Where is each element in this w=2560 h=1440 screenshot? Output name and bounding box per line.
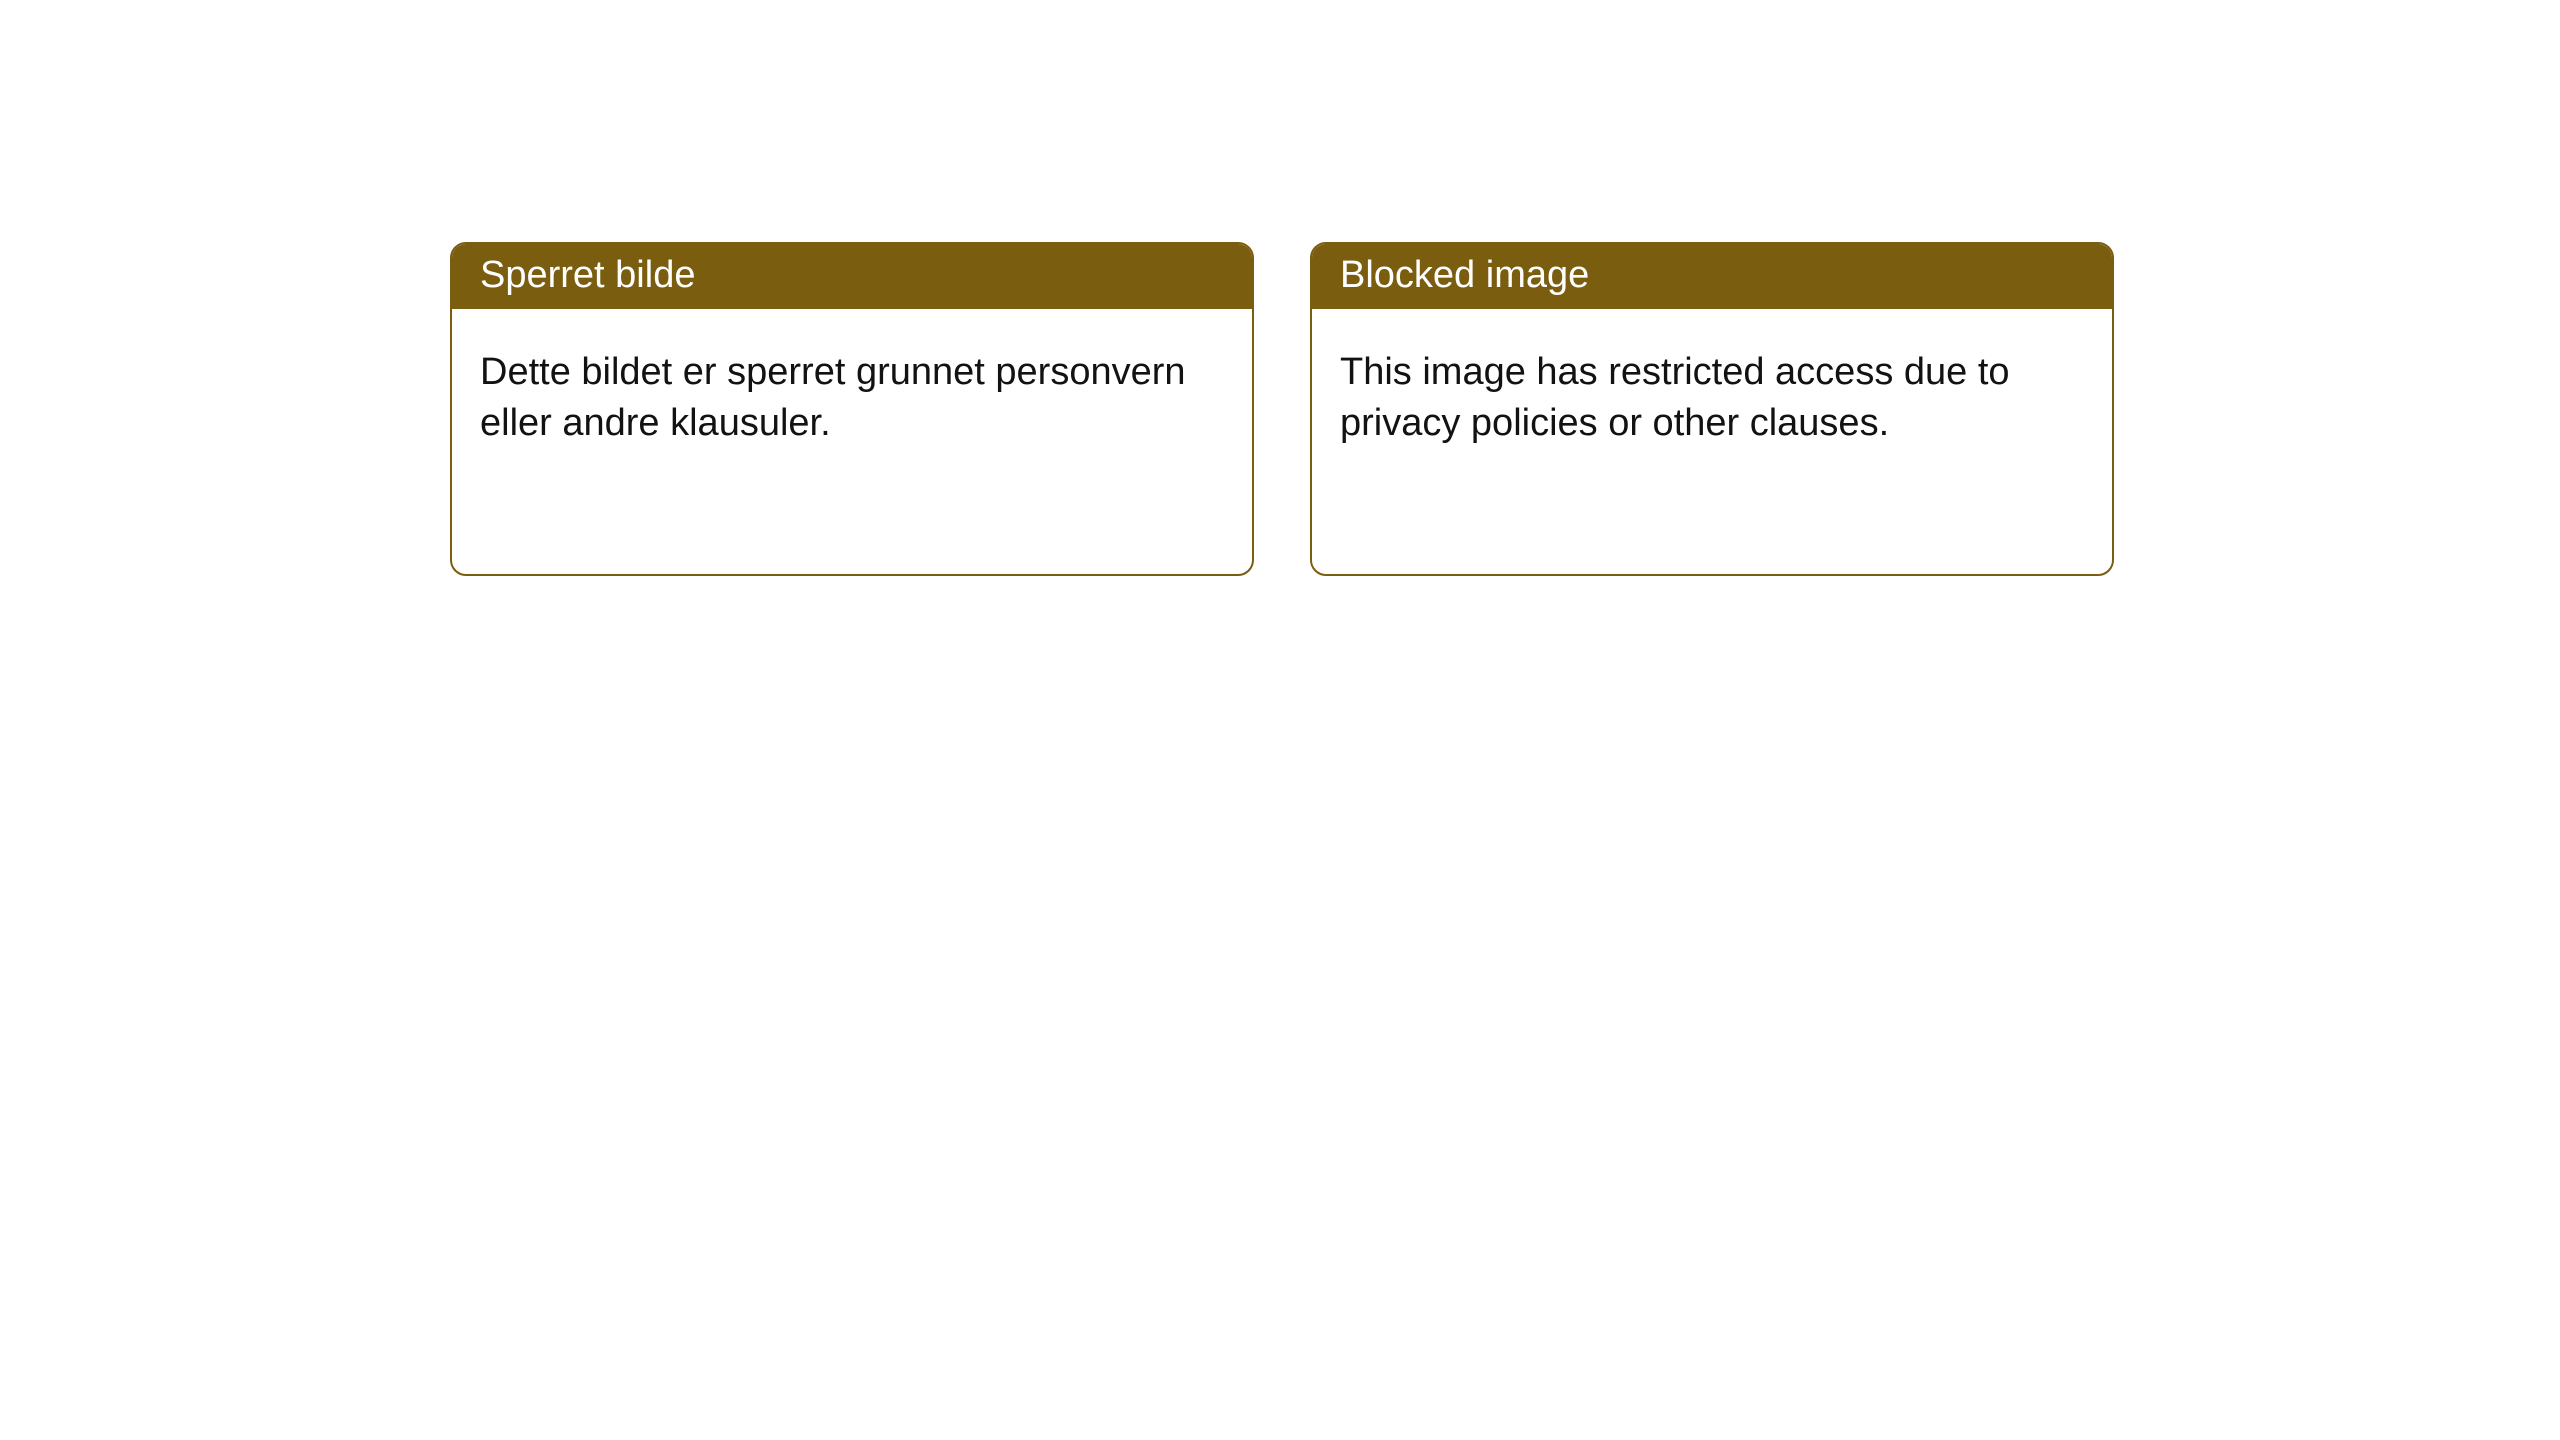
notice-title: Blocked image (1312, 244, 2112, 309)
notice-card-norwegian: Sperret bilde Dette bildet er sperret gr… (450, 242, 1254, 576)
notice-body: This image has restricted access due to … (1312, 309, 2112, 478)
notice-card-english: Blocked image This image has restricted … (1310, 242, 2114, 576)
notice-title: Sperret bilde (452, 244, 1252, 309)
notice-body: Dette bildet er sperret grunnet personve… (452, 309, 1252, 478)
notice-container: Sperret bilde Dette bildet er sperret gr… (0, 0, 2560, 576)
